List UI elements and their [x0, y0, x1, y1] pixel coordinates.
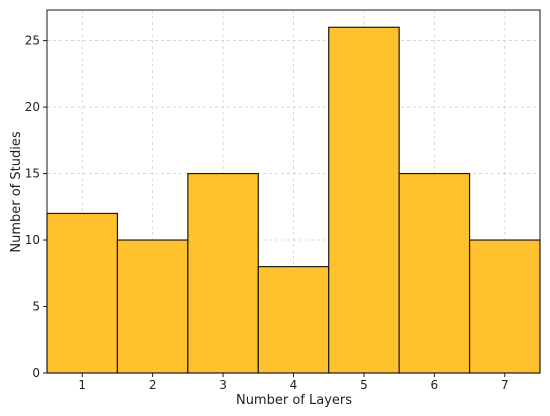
bar-3 [187, 172, 259, 374]
x-tick-label-6: 6 [431, 378, 439, 392]
x-axis-label: Number of Layers [236, 393, 352, 408]
y-tick-label-25: 25 [25, 34, 40, 48]
x-tick-label-5: 5 [360, 378, 368, 392]
y-tick-label-15: 15 [25, 167, 40, 181]
y-tick-label-0: 0 [32, 366, 40, 380]
bar-7 [468, 239, 541, 374]
x-tick-label-1: 1 [78, 378, 86, 392]
y-tick-label-5: 5 [32, 300, 40, 314]
x-tick-label-3: 3 [219, 378, 227, 392]
y-ticks: 0 5 10 15 20 25 [25, 34, 47, 380]
bar-4 [257, 266, 330, 374]
y-axis-label: Number of Studies [9, 131, 24, 252]
x-tick-label-2: 2 [149, 378, 157, 392]
bar-6 [398, 172, 471, 374]
y-tick-label-20: 20 [25, 100, 40, 114]
x-ticks: 1 2 3 4 5 6 7 [78, 373, 509, 392]
x-tick-label-7: 7 [501, 378, 509, 392]
bar-1 [46, 212, 119, 374]
bar-2 [116, 239, 189, 374]
bars-layer [46, 26, 541, 374]
y-tick-label-10: 10 [25, 233, 40, 247]
bar-5 [328, 26, 400, 374]
x-tick-label-4: 4 [290, 378, 298, 392]
